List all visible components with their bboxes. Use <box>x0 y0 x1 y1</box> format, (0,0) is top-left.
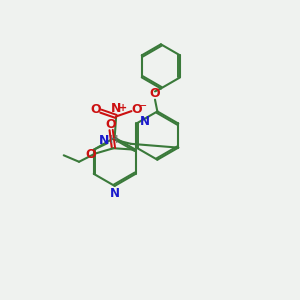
Text: N: N <box>110 187 120 200</box>
Text: O: O <box>85 148 95 161</box>
Text: O: O <box>150 87 160 100</box>
Text: −: − <box>137 101 147 111</box>
Text: +: + <box>118 103 127 113</box>
Text: N: N <box>98 134 109 147</box>
Text: O: O <box>106 118 116 131</box>
Text: H: H <box>110 135 118 145</box>
Text: O: O <box>90 103 101 116</box>
Text: N: N <box>111 102 121 115</box>
Text: N: N <box>140 115 150 128</box>
Text: O: O <box>131 103 142 116</box>
